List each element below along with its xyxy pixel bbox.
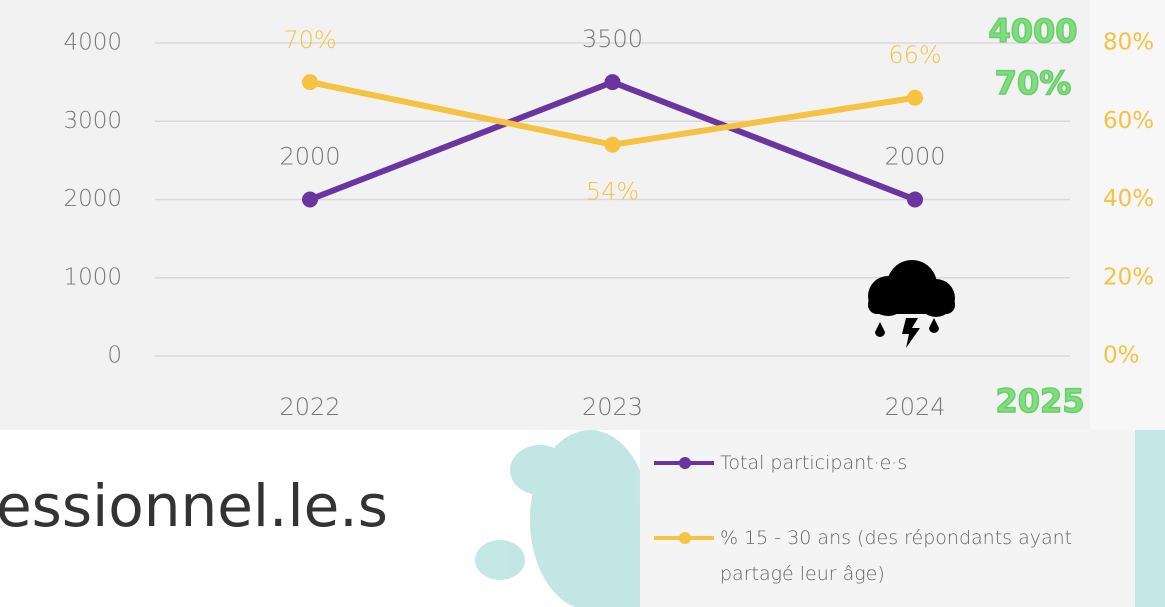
data-label: 2000 <box>279 143 340 171</box>
y2-tick-label: 80% <box>1103 30 1154 56</box>
y-tick-label: 4000 <box>63 30 122 56</box>
watercolor <box>475 430 1165 607</box>
legend: Total participant·e·s % 15 - 30 ans (des … <box>640 430 1135 607</box>
point-marker <box>604 74 621 91</box>
data-label: 70% <box>283 26 336 54</box>
x-tick-label: 2024 <box>884 393 945 421</box>
data-label: 3500 <box>582 25 643 53</box>
axis-background <box>1090 0 1165 430</box>
annotation: 4000 <box>988 12 1077 50</box>
weather-icon <box>868 260 955 348</box>
y2-tick-label: 60% <box>1103 108 1154 134</box>
y2-tick-label: 40% <box>1103 186 1154 212</box>
y-tick-label: 0 <box>107 343 122 369</box>
data-label: 2000 <box>884 143 945 171</box>
legend-entry: % 15 - 30 ans (des répondants ayant part… <box>640 527 1120 592</box>
y-tick-label: 3000 <box>63 108 122 134</box>
x-tick-label: 2023 <box>582 393 643 421</box>
legend-label: Total participant·e·s <box>720 452 908 474</box>
point-marker <box>302 191 318 208</box>
point-marker <box>604 136 621 153</box>
y-tick-label: 2000 <box>63 186 122 212</box>
point-marker <box>302 74 318 91</box>
data-label: 54% <box>586 178 639 206</box>
legend-swatch <box>654 452 714 474</box>
legend-label: % 15 - 30 ans (des répondants ayant part… <box>720 527 1073 585</box>
background-text: essionnel.le.s <box>0 472 388 540</box>
legend-swatch <box>654 527 714 549</box>
annotation: 70% <box>995 64 1072 102</box>
annotation: 2025 <box>995 382 1084 420</box>
x-tick-label: 2022 <box>279 393 340 421</box>
y2-tick-label: 20% <box>1103 264 1154 290</box>
legend-entry: Total participant·e·s <box>640 452 1120 481</box>
point-marker <box>907 89 923 106</box>
point-marker <box>907 191 923 208</box>
y2-tick-label: 0% <box>1103 343 1140 369</box>
plot-background <box>0 0 1165 430</box>
data-label: 66% <box>888 41 941 69</box>
y-tick-label: 1000 <box>63 264 122 290</box>
